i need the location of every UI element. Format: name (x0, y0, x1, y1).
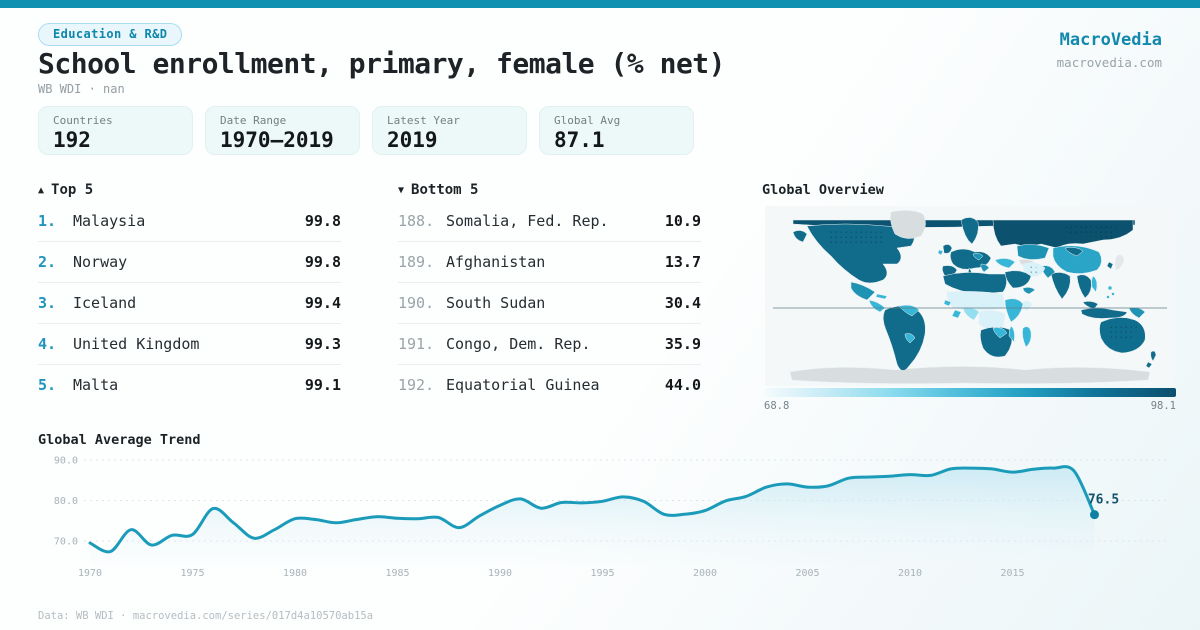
list-item: 188. Somalia, Fed. Rep. 10.9 (398, 201, 701, 242)
source-subtitle: WB WDI · nan (38, 82, 125, 96)
stat-card-label: Date Range (220, 114, 287, 127)
list-item: 3. Iceland 99.4 (38, 283, 341, 324)
trend-chart: 90.0 80.0 70.0 1970 1975 1980 1985 1990 1995 2000… (54, 456, 1166, 579)
list-item: 192. Equatorial Guinea 44.0 (398, 365, 701, 405)
rank-label: 5. (38, 376, 57, 394)
country-value: 99.1 (304, 376, 341, 394)
svg-text:2015: 2015 (1000, 568, 1024, 579)
svg-text:1975: 1975 (180, 568, 204, 579)
stat-card-value: 1970—2019 (220, 128, 334, 152)
svg-text:1970: 1970 (78, 568, 102, 579)
stat-card-value: 87.1 (554, 128, 605, 152)
list-item: 2. Norway 99.8 (38, 242, 341, 283)
rank-label: 189. (398, 253, 435, 271)
triangle-down-icon: ▼ (398, 185, 405, 196)
country-name: South Sudan (446, 294, 546, 312)
rank-label: 191. (398, 335, 435, 353)
country-name: Congo, Dem. Rep. (446, 335, 591, 353)
rank-label: 4. (38, 335, 57, 353)
stat-card-label: Countries (53, 114, 113, 127)
svg-text:2000: 2000 (693, 568, 717, 579)
svg-text:2010: 2010 (898, 568, 922, 579)
brand-block: MacroVedia macrovedia.com (1057, 30, 1162, 70)
page-title: School enrollment, primary, female (% ne… (38, 47, 726, 80)
stat-card: Date Range 1970—2019 (205, 106, 360, 155)
trend-section-header: Global Average Trend (38, 432, 201, 448)
list-item: 5. Malta 99.1 (38, 365, 341, 405)
rank-label: 188. (398, 212, 435, 230)
map-section-header: Global Overview (762, 182, 884, 198)
rank-label: 192. (398, 376, 435, 394)
country-name: Malaysia (73, 212, 146, 230)
triangle-up-icon: ▲ (38, 185, 45, 196)
stat-card-value: 2019 (387, 128, 438, 152)
svg-text:90.0: 90.0 (54, 456, 78, 467)
stat-card-value: 192 (53, 128, 91, 152)
country-value: 99.3 (304, 335, 341, 353)
trend-end-value-label: 76.5 (1088, 493, 1119, 508)
bottom5-header: ▼ Bottom 5 (398, 182, 478, 198)
bottom5-header-label: Bottom 5 (411, 182, 479, 198)
legend-min-label: 68.8 (764, 400, 790, 412)
top5-header-label: Top 5 (51, 182, 94, 198)
list-item: 1. Malaysia 99.8 (38, 201, 341, 242)
svg-text:1995: 1995 (590, 568, 614, 579)
brand-name: MacroVedia (1059, 30, 1162, 50)
country-name: Equatorial Guinea (446, 376, 600, 394)
svg-text:1985: 1985 (385, 568, 409, 579)
brand-url: macrovedia.com (1056, 55, 1162, 70)
rank-label: 3. (38, 294, 57, 312)
svg-text:80.0: 80.0 (54, 496, 78, 507)
stat-cards-row: Countries 192 Date Range 1970—2019 Latest Ye… (38, 106, 694, 155)
country-value: 35.9 (664, 335, 701, 353)
country-name: Norway (73, 253, 128, 271)
svg-text:2005: 2005 (795, 568, 819, 579)
country-value: 44.0 (664, 376, 701, 394)
stat-card: Countries 192 (38, 106, 193, 155)
svg-text:1980: 1980 (283, 568, 307, 579)
rank-label: 2. (38, 253, 57, 271)
country-name: Malta (73, 376, 119, 394)
country-name: Somalia, Fed. Rep. (446, 212, 609, 230)
footer-attribution: Data: WB WDI · macrovedia.com/series/017… (38, 610, 374, 622)
list-item: 4. United Kingdom 99.3 (38, 324, 341, 365)
top5-header: ▲ Top 5 (38, 182, 93, 198)
country-value: 99.4 (304, 294, 341, 312)
legend-max-label: 98.1 (1150, 400, 1176, 412)
stat-card: Latest Year 2019 (372, 106, 527, 155)
map-legend-labels: 68.8 98.1 (764, 400, 1176, 412)
country-name: Iceland (73, 294, 137, 312)
country-value: 10.9 (664, 212, 701, 230)
country-value: 99.8 (304, 212, 341, 230)
stat-card: Global Avg 87.1 (539, 106, 694, 155)
bottom5-list: 188. Somalia, Fed. Rep. 10.9 189. Afghanista… (398, 201, 701, 405)
category-badge: Education & R&D (38, 23, 183, 46)
country-name: Afghanistan (446, 253, 546, 271)
stat-card-label: Latest Year (387, 114, 460, 127)
svg-text:70.0: 70.0 (54, 537, 78, 548)
list-item: 190. South Sudan 30.4 (398, 283, 701, 324)
map-color-legend (764, 388, 1176, 397)
top5-list: 1. Malaysia 99.8 2. Norway 99.8 3. Iceland 99.4 4… (38, 201, 341, 405)
rank-label: 1. (38, 212, 57, 230)
country-name: United Kingdom (73, 335, 200, 353)
list-item: 189. Afghanistan 13.7 (398, 242, 701, 283)
country-value: 13.7 (664, 253, 701, 271)
stat-card-label: Global Avg (554, 114, 621, 127)
rank-label: 190. (398, 294, 435, 312)
svg-text:1990: 1990 (488, 568, 512, 579)
country-value: 99.8 (304, 253, 341, 271)
top-accent-bar (0, 0, 1200, 8)
country-value: 30.4 (664, 294, 701, 312)
list-item: 191. Congo, Dem. Rep. 35.9 (398, 324, 701, 365)
world-map (765, 206, 1175, 386)
